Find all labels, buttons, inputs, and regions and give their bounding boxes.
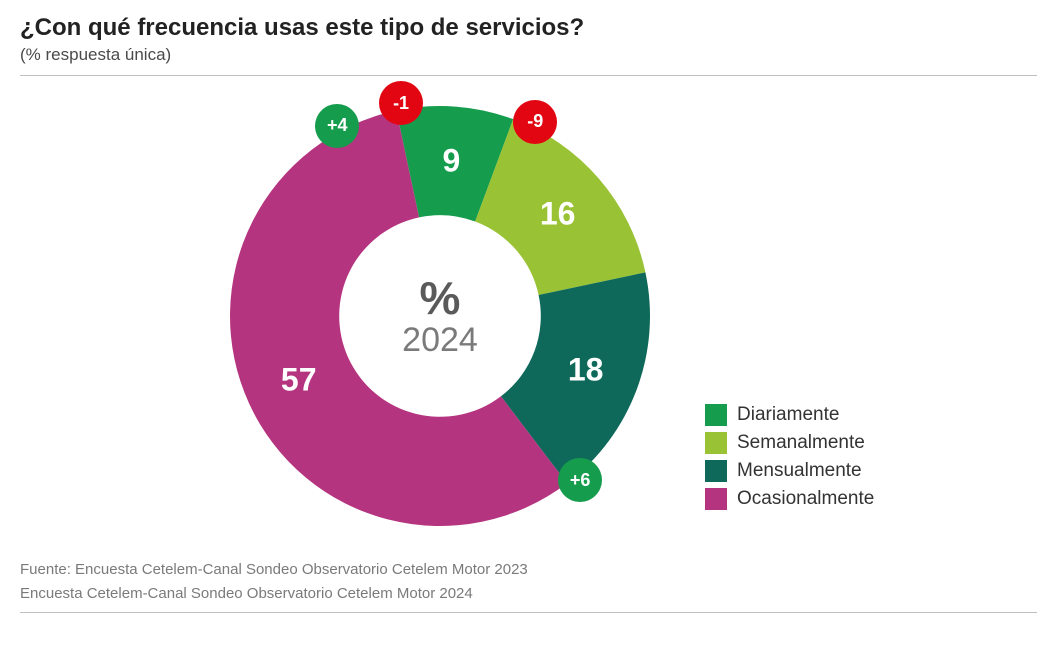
delta-badge-diariamente: -1 <box>379 81 423 125</box>
source-line-1: Fuente: Encuesta Cetelem-Canal Sondeo Ob… <box>20 560 1037 580</box>
legend-label: Diariamente <box>737 404 839 426</box>
legend-item-diariamente: Diariamente <box>705 404 874 426</box>
legend-item-semanalmente: Semanalmente <box>705 432 874 454</box>
legend-swatch <box>705 404 727 426</box>
delta-badge-semanalmente: -9 <box>513 100 557 144</box>
donut-chart: % 2024 9 16 18 57 -1 -9 +6 +4 <box>210 86 670 546</box>
legend-swatch <box>705 432 727 454</box>
delta-badge-mensualmente: +6 <box>558 458 602 502</box>
legend-label: Ocasionalmente <box>737 488 874 510</box>
legend-swatch <box>705 460 727 482</box>
legend-item-ocasionalmente: Ocasionalmente <box>705 488 874 510</box>
legend: Diariamente Semanalmente Mensualmente Oc… <box>705 404 874 516</box>
bottom-rule <box>20 612 1037 613</box>
legend-swatch <box>705 488 727 510</box>
legend-label: Semanalmente <box>737 432 865 454</box>
chart-stage: % 2024 9 16 18 57 -1 -9 +6 +4 Diariament… <box>20 76 1037 556</box>
delta-badge-ocasionalmente: +4 <box>315 104 359 148</box>
chart-title: ¿Con qué frecuencia usas este tipo de se… <box>20 14 1037 43</box>
legend-item-mensualmente: Mensualmente <box>705 460 874 482</box>
chart-subtitle: (% respuesta única) <box>20 45 1037 65</box>
legend-label: Mensualmente <box>737 460 862 482</box>
source-line-2: Encuesta Cetelem-Canal Sondeo Observator… <box>20 584 1037 604</box>
